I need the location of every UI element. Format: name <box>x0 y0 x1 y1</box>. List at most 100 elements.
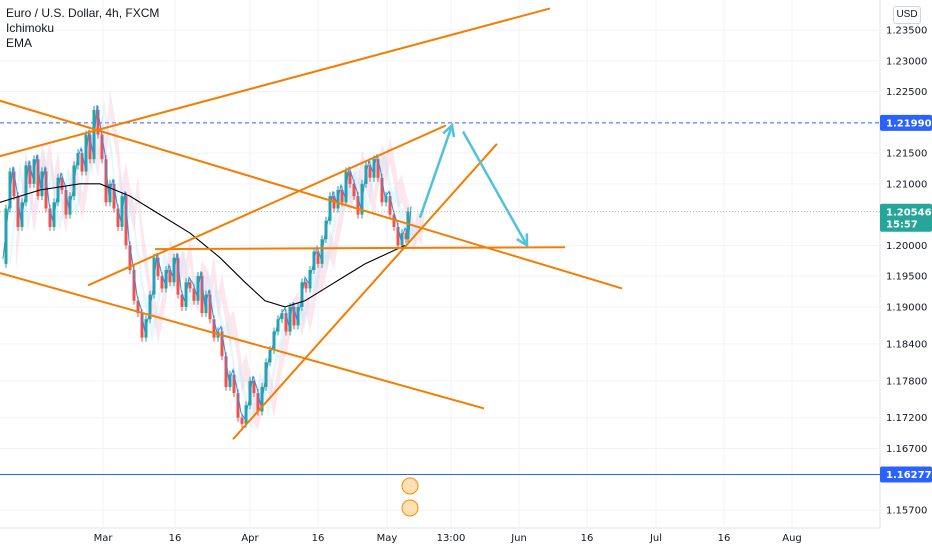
time-tick-label: Jul <box>649 533 662 544</box>
price-tick-label: 1.19000 <box>886 302 927 313</box>
candle-body <box>268 350 272 363</box>
candle-body <box>388 196 392 215</box>
price-tick-label: 1.16700 <box>886 444 927 455</box>
price-tag-value: 1.21990 <box>886 118 932 129</box>
candle-body <box>356 196 360 215</box>
event-markers[interactable] <box>401 477 419 517</box>
projection-arrow-head <box>516 233 529 248</box>
trendline[interactable] <box>0 7 551 158</box>
currency-label: USD <box>896 9 918 20</box>
price-tag-bg <box>880 466 932 483</box>
candle-body <box>256 393 260 412</box>
price-tick-label: 1.20000 <box>886 241 927 252</box>
candle-body <box>236 393 240 418</box>
price-axis[interactable]: 1.23500 1.23000 1.22500 1.21500 1.21000 1.200… <box>886 26 927 517</box>
candle-body <box>88 134 92 160</box>
candle-body <box>36 159 40 197</box>
candle-body <box>380 177 384 203</box>
time-axis[interactable]: Mar 16 Apr 16 May 13:00 Jun 16 Jul 16 Aug <box>94 533 802 544</box>
candle-body <box>96 110 100 135</box>
candle-body <box>80 153 84 172</box>
candle-body <box>12 171 16 197</box>
candle-body <box>224 356 228 387</box>
ema-legend[interactable]: EMA <box>6 36 33 50</box>
candle-body <box>168 270 172 283</box>
projection-arrow[interactable] <box>418 124 454 219</box>
price-tick-label: 1.22500 <box>886 87 927 98</box>
candle-body <box>348 171 352 184</box>
candle-body <box>160 276 164 289</box>
price-tag-countdown: 15:57 <box>886 219 918 230</box>
trendlines-layer[interactable] <box>0 7 623 440</box>
candle-body <box>92 110 96 160</box>
time-tick-label: Apr <box>241 533 259 544</box>
candle-body <box>4 208 8 264</box>
candle-body <box>192 288 196 301</box>
candle-body <box>340 190 344 203</box>
time-tick-label: Mar <box>94 533 114 544</box>
time-tick-label: Jun <box>510 533 527 544</box>
candle-body <box>140 313 144 338</box>
candle-body <box>240 417 244 424</box>
trendline[interactable] <box>0 99 623 290</box>
price-tick-label: 1.18400 <box>886 339 927 350</box>
candle-body <box>176 257 180 295</box>
price-tag-value: 1.16277 <box>886 470 932 481</box>
ichimoku-conversion-line <box>2 104 412 421</box>
candle-body <box>284 313 288 332</box>
trendline[interactable] <box>154 246 566 251</box>
candle-body <box>156 257 160 277</box>
event-marker-icon[interactable] <box>401 499 419 517</box>
candle-body <box>136 300 140 314</box>
time-tick-label: 16 <box>718 533 731 544</box>
price-axis-bg <box>880 0 932 550</box>
projection-arrow[interactable] <box>461 130 529 246</box>
symbol-title[interactable]: Euro / U.S. Dollar, 4h, FXCM <box>6 6 160 20</box>
time-tick-label: 13:00 <box>437 533 466 544</box>
currency-button[interactable]: USD <box>893 6 921 24</box>
candle-body <box>406 211 410 240</box>
price-tick-label: 1.21000 <box>886 179 927 190</box>
candle-body <box>180 294 184 307</box>
candle-body <box>352 183 356 197</box>
candle-body <box>400 233 404 246</box>
trendline[interactable] <box>0 272 485 410</box>
price-tick-label: 1.19500 <box>886 272 927 283</box>
candle-body <box>64 190 68 215</box>
candle-body <box>116 208 120 227</box>
ichimoku-legend[interactable]: Ichimoku <box>6 21 55 35</box>
price-tag-value: 1.20546 <box>886 207 932 218</box>
candle-body <box>200 276 204 314</box>
price-tick-label: 1.23500 <box>886 26 927 37</box>
candle-body <box>276 319 280 332</box>
chart-legend[interactable]: Euro / U.S. Dollar, 4h, FXCM Ichimoku EM… <box>6 6 159 51</box>
candle-body <box>100 134 104 160</box>
candle-body <box>396 226 400 246</box>
horizontal-levels <box>0 122 880 475</box>
price-tick-label: 1.21500 <box>886 149 927 160</box>
projection-arrow-head <box>442 122 456 138</box>
time-tick-label: 16 <box>312 533 325 544</box>
candle-body <box>228 374 232 387</box>
event-marker-icon[interactable] <box>401 477 419 495</box>
candle-body <box>44 171 48 209</box>
candle-body <box>220 331 224 357</box>
price-series-layer <box>0 104 412 428</box>
candle-body <box>368 165 372 178</box>
trendline[interactable] <box>232 143 498 440</box>
time-tick-label: May <box>377 533 398 544</box>
candle-body <box>112 183 116 209</box>
trendline[interactable] <box>87 124 447 287</box>
price-tick-label: 1.17200 <box>886 413 927 424</box>
candle-body <box>280 313 284 320</box>
candle-body <box>252 380 256 394</box>
candle-body <box>212 319 216 338</box>
price-tag-bg <box>880 114 932 131</box>
candle-body <box>132 270 136 301</box>
candle-body <box>128 245 132 270</box>
price-tick-label: 1.17800 <box>886 376 927 387</box>
candle-body <box>60 177 64 190</box>
